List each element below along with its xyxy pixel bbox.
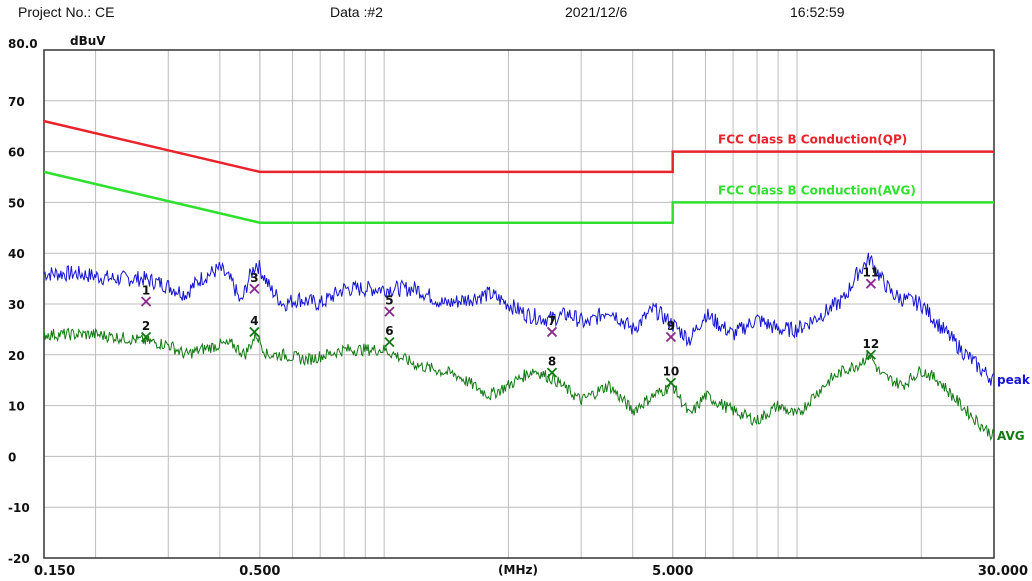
limit-line-label: FCC Class B Conduction(AVG) bbox=[718, 183, 916, 197]
data-number: Data :#2 bbox=[330, 4, 383, 20]
marker-10 bbox=[665, 377, 677, 388]
marker-8 bbox=[546, 367, 558, 378]
marker-cross bbox=[140, 296, 152, 307]
marker-label: 2 bbox=[142, 319, 150, 333]
limit-line-label: FCC Class B Conduction(QP) bbox=[718, 133, 907, 147]
marker-cross bbox=[865, 349, 877, 360]
x-tick-label: 5.000 bbox=[652, 564, 693, 579]
marker-cross bbox=[546, 326, 558, 338]
y-tick-label: 50 bbox=[8, 196, 25, 210]
marker-cross bbox=[384, 306, 395, 317]
marker-7 bbox=[546, 326, 558, 338]
marker-label: 9 bbox=[667, 319, 675, 333]
limit-line-qp bbox=[43, 119, 994, 174]
marker-cross bbox=[384, 336, 395, 348]
series-label-avg: AVG bbox=[997, 429, 1025, 443]
series-peak bbox=[43, 252, 995, 386]
series-label-peak: peak bbox=[997, 373, 1031, 387]
marker-cross bbox=[249, 283, 260, 294]
marker-label: 10 bbox=[663, 365, 680, 379]
test-date: 2021/12/6 bbox=[565, 4, 628, 20]
x-tick-label: 0.150 bbox=[34, 564, 75, 579]
marker-label: 12 bbox=[863, 337, 880, 351]
marker-6 bbox=[384, 336, 395, 348]
marker-5 bbox=[384, 306, 395, 317]
y-tick-label: 30 bbox=[8, 298, 25, 312]
series-avg bbox=[43, 327, 995, 441]
x-axis-label: (MHz) bbox=[498, 563, 538, 577]
marker-cross bbox=[665, 331, 677, 343]
y-axis-label: dBuV bbox=[70, 34, 106, 48]
marker-label: 3 bbox=[250, 271, 258, 285]
marker-label: 11 bbox=[863, 266, 880, 280]
project-number: Project No.: CE bbox=[18, 4, 115, 20]
y-tick-label: 80.0 bbox=[8, 37, 38, 51]
marker-label: 7 bbox=[548, 314, 556, 328]
marker-cross bbox=[665, 377, 677, 388]
marker-cross bbox=[546, 367, 558, 378]
x-tick-label: 30.000 bbox=[978, 564, 1028, 579]
marker-cross bbox=[140, 331, 152, 343]
marker-label: 1 bbox=[142, 283, 150, 297]
marker-label: 8 bbox=[548, 355, 556, 369]
y-tick-label: 60 bbox=[8, 146, 25, 160]
y-tick-label: 40 bbox=[8, 247, 25, 261]
marker-label: 4 bbox=[250, 314, 258, 328]
limit-line-avg bbox=[43, 170, 994, 224]
test-time: 16:52:59 bbox=[790, 4, 845, 20]
y-tick-label: 20 bbox=[8, 349, 25, 363]
marker-label: 5 bbox=[385, 294, 393, 308]
marker-9 bbox=[665, 331, 677, 343]
plot-frame bbox=[43, 49, 995, 559]
marker-1 bbox=[140, 296, 152, 307]
marker-3 bbox=[249, 283, 260, 294]
marker-label: 6 bbox=[385, 324, 393, 338]
marker-2 bbox=[140, 331, 152, 343]
marker-cross bbox=[249, 326, 260, 338]
y-tick-label: 10 bbox=[8, 400, 25, 414]
marker-cross bbox=[865, 278, 877, 289]
y-tick-label: 70 bbox=[8, 95, 25, 109]
marker-12 bbox=[865, 349, 877, 360]
x-tick-label: 0.500 bbox=[239, 564, 280, 579]
y-tick-label: -20 bbox=[8, 552, 30, 566]
marker-11 bbox=[865, 278, 877, 289]
y-tick-label: 0 bbox=[8, 450, 16, 464]
y-tick-label: -10 bbox=[8, 501, 30, 515]
marker-4 bbox=[249, 326, 260, 338]
